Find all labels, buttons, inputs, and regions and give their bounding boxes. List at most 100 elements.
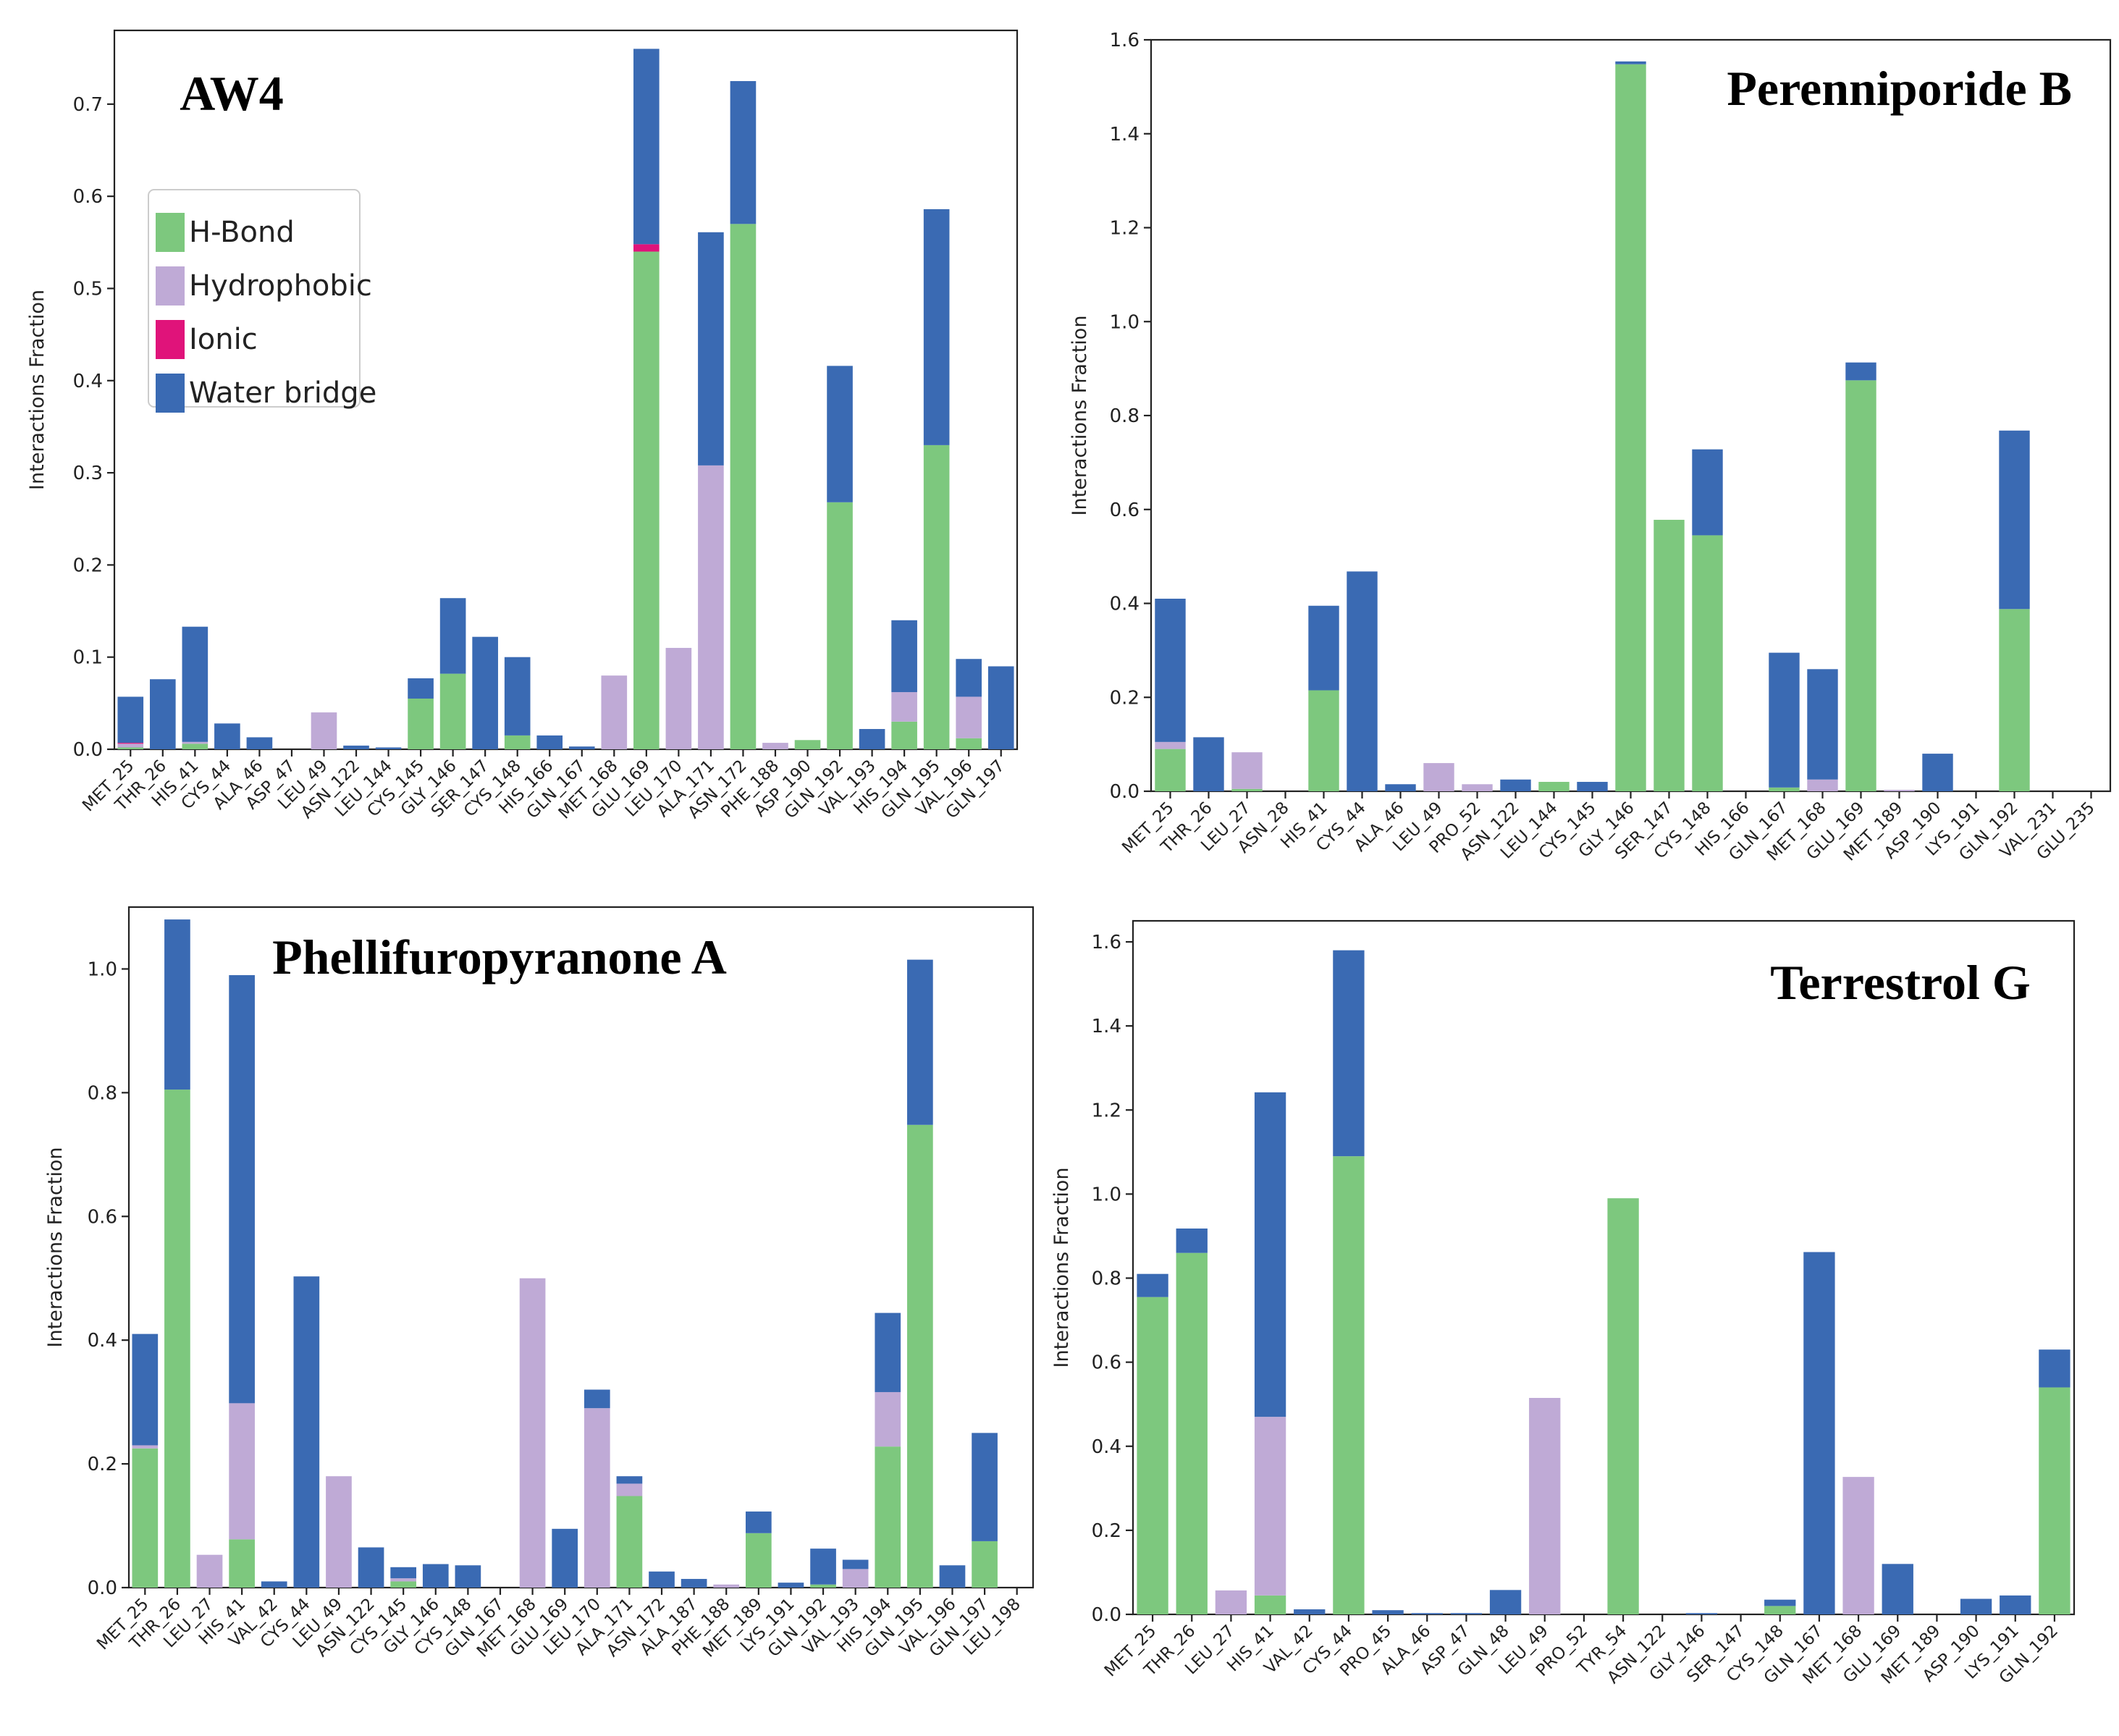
bar-cys-44-water — [1333, 950, 1365, 1157]
bar-met-168-hydrophobic — [1807, 779, 1838, 791]
bar-asp-47-water — [1450, 1613, 1483, 1614]
bar-his-41-hbond — [229, 1539, 255, 1588]
y-tick-label: 1.0 — [88, 958, 117, 980]
bar-his-41-water — [229, 975, 255, 1404]
bar-cys-145-water — [390, 1567, 417, 1579]
bar-his-41-hbond — [182, 743, 208, 749]
bar-gln-167-water — [568, 746, 595, 749]
bar-cys-145-hydrophobic — [390, 1578, 417, 1582]
y-tick-label: 0.4 — [1092, 1436, 1121, 1458]
bar-glu-169-water — [633, 49, 660, 245]
bar-asn-122-water — [1500, 779, 1531, 791]
bar-gln-197-hbond — [972, 1541, 998, 1588]
bar-gln-192-hbond — [2039, 1387, 2070, 1614]
legend-swatch-h-bond — [156, 213, 185, 252]
panel-terrestrol-g: 0.0 0.2 0.4 0.6 0.8 1.0 1.2 1.4 1.6 Interactions … — [1050, 919, 2076, 1688]
y-tick-label: 0.7 — [73, 94, 103, 116]
bar-glu-169-water — [1845, 362, 1876, 381]
bar-cys-148-hbond — [504, 735, 531, 749]
bar-met-168-hydrophobic — [1842, 1477, 1874, 1614]
bar-thr-26-water — [1193, 737, 1224, 791]
bar-ala-46-water — [246, 737, 273, 749]
legend-box — [148, 189, 361, 408]
y-tick-label: 0.0 — [73, 739, 103, 761]
panel-aw4: 0.0 0.1 0.2 0.3 0.4 0.5 0.6 0.7 Interactions Fra… — [26, 29, 1019, 823]
bar-cys-145-hbond — [408, 698, 434, 749]
bar-leu-170-hydrophobic — [665, 647, 692, 749]
legend-label-water-bridge: Water bridge — [189, 376, 376, 410]
bar-cys-145-water — [1577, 782, 1608, 791]
bar-phe-188-hydrophobic — [713, 1584, 740, 1588]
bar-his-41-hydrophobic — [229, 1403, 255, 1540]
bar-val-42-water — [1294, 1609, 1326, 1614]
y-tick-label: 1.4 — [1110, 124, 1139, 146]
bar-cys-145-hbond — [390, 1581, 417, 1588]
legend: H-Bond Hydrophobic Ionic Water bridge — [148, 189, 376, 413]
bar-ala-171-hydrophobic — [616, 1483, 643, 1496]
bar-ser-147-hbond — [1654, 520, 1685, 791]
bar-asp-190-hbond — [794, 740, 821, 749]
bar-cys-148-water — [504, 657, 531, 736]
bar-cys-44-water — [1347, 571, 1378, 791]
bar-met-25-hbond — [132, 1448, 159, 1588]
y-tick-label: 0.0 — [1110, 781, 1139, 803]
bar-val-42-water — [261, 1581, 287, 1588]
y-tick-label: 1.2 — [1110, 218, 1139, 240]
bar-val-193-hydrophobic — [842, 1569, 869, 1588]
bar-val-193-water — [859, 728, 885, 749]
bar-cys-148-water — [1692, 449, 1723, 536]
bar-leu-49-hydrophobic — [1423, 763, 1454, 791]
bar-asn-172-water — [649, 1571, 675, 1588]
bar-gln-167-water — [1769, 652, 1800, 788]
bar-leu-144-hbond — [1538, 782, 1570, 791]
bar-glu-169-hbond — [1845, 380, 1876, 791]
bar-met-25-hbond — [1137, 1297, 1168, 1614]
bar-his-166-water — [536, 735, 563, 749]
bar-thr-26-water — [149, 679, 176, 749]
bar-his-41-water — [182, 626, 208, 742]
bar-met-25-hbond — [117, 747, 144, 749]
y-tick-label: 1.2 — [1092, 1100, 1121, 1121]
bar-leu-27-hbond — [1231, 788, 1263, 791]
bar-cys-148-water — [455, 1565, 481, 1588]
legend-label-h-bond: H-Bond — [189, 216, 295, 249]
bar-gln-167-hbond — [1769, 787, 1800, 791]
bar-gly-146-hbond — [439, 673, 466, 749]
bar-ala-171-hydrophobic — [698, 465, 724, 749]
bar-gln-48-water — [1489, 1590, 1522, 1614]
bar-gly-146-water — [422, 1564, 449, 1588]
y-axis-label: Interactions Fraction — [44, 1147, 67, 1348]
bar-met-25-water — [1155, 599, 1186, 742]
bar-val-196-hbond — [956, 738, 982, 749]
bar-met-25-hbond — [1155, 749, 1186, 791]
bar-asn-122-water — [358, 1547, 384, 1588]
bar-his-194-hydrophobic — [891, 692, 917, 722]
bar-his-41-hbond — [1308, 690, 1339, 791]
bar-gln-195-hbond — [907, 1124, 933, 1588]
bar-cys-44-water — [293, 1276, 320, 1588]
y-axis-label: Interactions Fraction — [26, 290, 49, 490]
bar-leu-27-hydrophobic — [1231, 752, 1263, 789]
bar-met-168-hydrophobic — [519, 1278, 546, 1588]
bar-asp-190-water — [1960, 1598, 1992, 1614]
bar-thr-26-water — [1176, 1229, 1208, 1253]
bar-ala-171-hbond — [616, 1496, 643, 1588]
bar-ala-187-water — [681, 1579, 707, 1588]
y-tick-label: 0.6 — [73, 186, 103, 208]
bar-gln-192-water — [1999, 430, 2030, 610]
bar-gln-195-water — [907, 959, 933, 1125]
y-tick-label: 0.6 — [88, 1206, 117, 1228]
bar-ala-171-water — [616, 1476, 643, 1484]
bar-met-25-hydrophobic — [1155, 741, 1186, 749]
bar-gly-146-hbond — [1615, 64, 1646, 792]
bar-gln-192-water — [827, 366, 853, 502]
bar-gln-197-water — [972, 1433, 998, 1541]
legend-label-ionic: Ionic — [189, 323, 258, 356]
bar-met-25-hydrophobic — [117, 743, 144, 748]
legend-swatch-ionic — [156, 320, 185, 359]
legend-label-hydrophobic: Hydrophobic — [189, 269, 372, 303]
bar-gln-197-water — [987, 666, 1014, 749]
bar-cys-145-water — [408, 678, 434, 699]
